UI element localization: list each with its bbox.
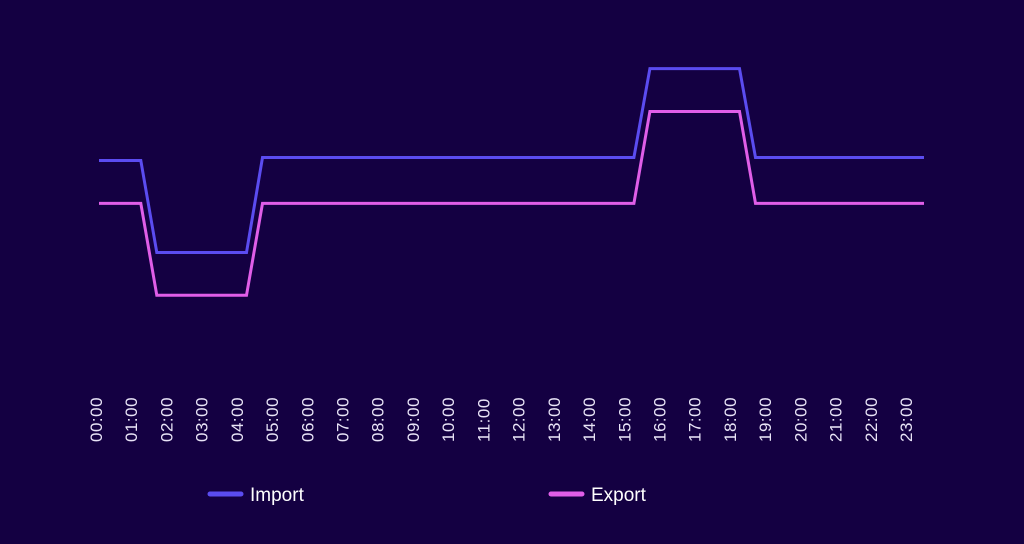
x-tick-label: 07:00 — [334, 397, 353, 442]
x-tick-label: 08:00 — [369, 397, 388, 442]
legend-label-import: Import — [250, 485, 305, 506]
x-tick-label: 04:00 — [228, 397, 247, 442]
x-tick-label: 06:00 — [298, 397, 317, 442]
legend-item-export: Export — [548, 485, 647, 506]
legend-item-import: Import — [207, 485, 305, 506]
x-tick-label: 17:00 — [686, 397, 705, 442]
x-tick-label: 22:00 — [862, 397, 881, 442]
x-tick-label: 00:00 — [87, 397, 106, 442]
x-tick-label: 01:00 — [122, 397, 141, 442]
x-tick-label: 19:00 — [756, 397, 775, 442]
x-tick-label: 11:00 — [474, 398, 493, 442]
x-tick-label: 13:00 — [545, 397, 564, 442]
x-tick-label: 09:00 — [404, 397, 423, 442]
x-tick-label: 16:00 — [650, 397, 669, 442]
x-axis: 00:00 01:00 02:00 03:00 04:00 05:00 06:00 07:00… — [87, 397, 916, 442]
x-tick-label: 05:00 — [263, 397, 282, 442]
x-tick-label: 14:00 — [580, 397, 599, 442]
x-tick-label: 03:00 — [193, 397, 212, 442]
x-tick-label: 18:00 — [721, 397, 740, 442]
x-tick-label: 23:00 — [897, 397, 916, 442]
legend: Import Export — [207, 485, 647, 506]
x-tick-label: 12:00 — [510, 397, 529, 442]
series-line-import — [99, 67, 924, 254]
x-tick-label: 20:00 — [791, 397, 810, 442]
legend-label-export: Export — [591, 485, 647, 506]
x-tick-label: 15:00 — [615, 397, 634, 442]
series-layer — [99, 67, 924, 297]
series-line-export — [99, 110, 924, 297]
x-tick-label: 02:00 — [157, 397, 176, 442]
x-tick-label: 21:00 — [827, 397, 846, 442]
x-tick-label: 10:00 — [439, 397, 458, 442]
